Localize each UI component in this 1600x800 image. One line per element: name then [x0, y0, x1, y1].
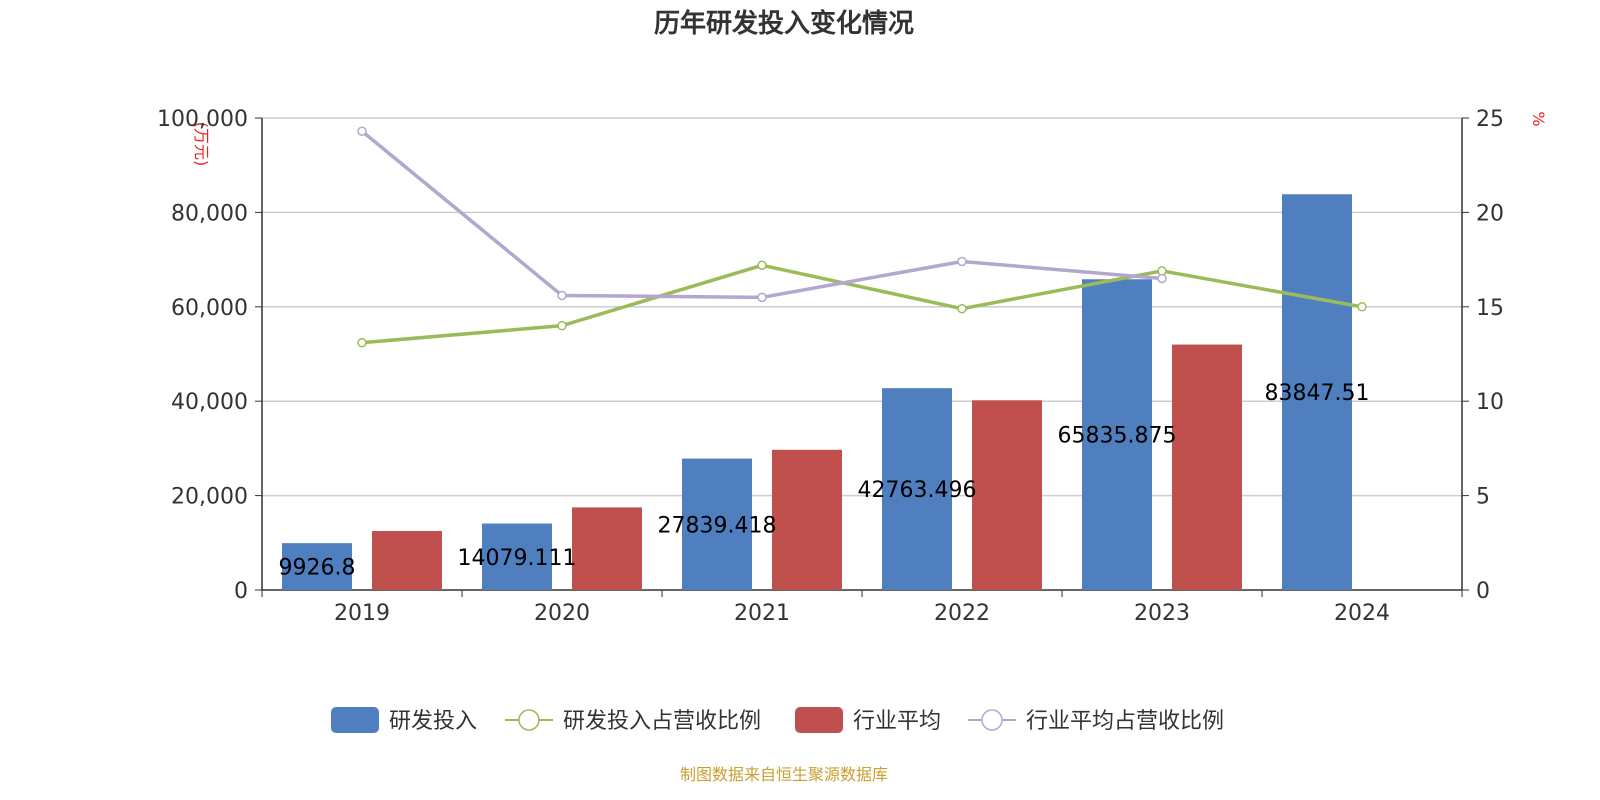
- x-axis-tick-label: 2021: [734, 601, 790, 626]
- bar-0-2: [682, 458, 752, 590]
- bar-data-label: 83847.51: [1265, 381, 1370, 406]
- bar-data-label: 42763.496: [858, 478, 977, 503]
- x-axis-tick-label: 2024: [1334, 601, 1390, 626]
- x-axis-tick-label: 2023: [1134, 601, 1190, 626]
- right-axis-tick-label: 20: [1476, 201, 1504, 226]
- bar-2-0: [372, 531, 442, 590]
- line-point-1: [557, 320, 567, 331]
- bar-2-4: [1172, 344, 1242, 590]
- left-axis-tick-label: 20,000: [171, 485, 248, 510]
- legend-label-3: 行业平均占营收比例: [1026, 709, 1224, 734]
- bar-data-label: 9926.8: [279, 556, 356, 581]
- right-axis-tick-label: 10: [1476, 390, 1504, 415]
- bar-data-label: 27839.418: [658, 513, 777, 538]
- bar-data-label: 14079.111: [458, 546, 577, 571]
- legend: 研发投入 研发投入占营收比例 行业平均 行业平均占营收比例: [331, 707, 1224, 734]
- left-axis-tick-label: 100,000: [157, 107, 248, 132]
- data-source-note: 制图数据来自恒生聚源数据库: [680, 765, 888, 784]
- line-point-3: [757, 292, 767, 303]
- bar-0-4: [1082, 279, 1152, 590]
- line-point-1: [957, 303, 967, 314]
- bar-data-label: 65835.875: [1058, 424, 1177, 449]
- line-point-3: [1157, 273, 1167, 284]
- line-point-1: [757, 260, 767, 271]
- left-axis-tick-label: 40,000: [171, 390, 248, 415]
- line-point-1: [1157, 266, 1167, 276]
- line-series-1: [361, 263, 1363, 345]
- x-axis-tick-label: 2020: [534, 601, 590, 626]
- legend-label-0: 研发投入: [389, 709, 477, 734]
- bar-2-1: [572, 507, 642, 590]
- legend-marker-3: [981, 709, 1003, 731]
- line-point-3: [957, 256, 967, 267]
- bar-0-1: [482, 523, 552, 590]
- bar-0-5: [1282, 194, 1352, 590]
- gridlines: [262, 117, 1462, 497]
- x-axis-tick-label: 2019: [334, 601, 390, 626]
- line-point-1: [357, 337, 367, 348]
- line-point-3: [557, 290, 567, 301]
- right-axis-tick-label: 5: [1476, 485, 1490, 510]
- legend-label-2: 行业平均: [853, 709, 941, 734]
- line-point-3: [357, 126, 367, 136]
- legend-swatch-2: [795, 707, 843, 733]
- bar-2-2: [772, 449, 842, 590]
- data-labels: 9926.8 14079.111 27839.418 42763.496 65835.8…: [279, 381, 1370, 580]
- line-series-3: [360, 129, 1163, 300]
- right-axis-tick-label: 0: [1476, 579, 1490, 604]
- legend-swatch-0: [331, 707, 379, 733]
- right-axis-unit: %: [1529, 111, 1548, 126]
- left-axis-unit: (万元): [192, 122, 211, 167]
- legend-marker-1: [518, 709, 540, 731]
- line-point-1: [1357, 302, 1367, 312]
- right-axis-tick-label: 25: [1476, 107, 1504, 132]
- left-axis-tick-label: 60,000: [171, 296, 248, 321]
- bar-2-3: [972, 400, 1042, 590]
- bar-0-3: [882, 388, 952, 590]
- lines: [357, 126, 1367, 348]
- axes: 0 0 20,000 5 40,000 10 60,000 15 80,000 20 100,000…: [157, 107, 1504, 626]
- left-axis-tick-label: 0: [234, 579, 248, 604]
- legend-label-1: 研发投入占营收比例: [563, 709, 761, 734]
- chart-title: 历年研发投入变化情况: [654, 8, 914, 39]
- bar-0-0: [282, 543, 352, 590]
- right-axis-tick-label: 15: [1476, 296, 1504, 321]
- left-axis-tick-label: 80,000: [171, 201, 248, 226]
- x-axis-tick-label: 2022: [934, 601, 990, 626]
- bars: [282, 194, 1352, 590]
